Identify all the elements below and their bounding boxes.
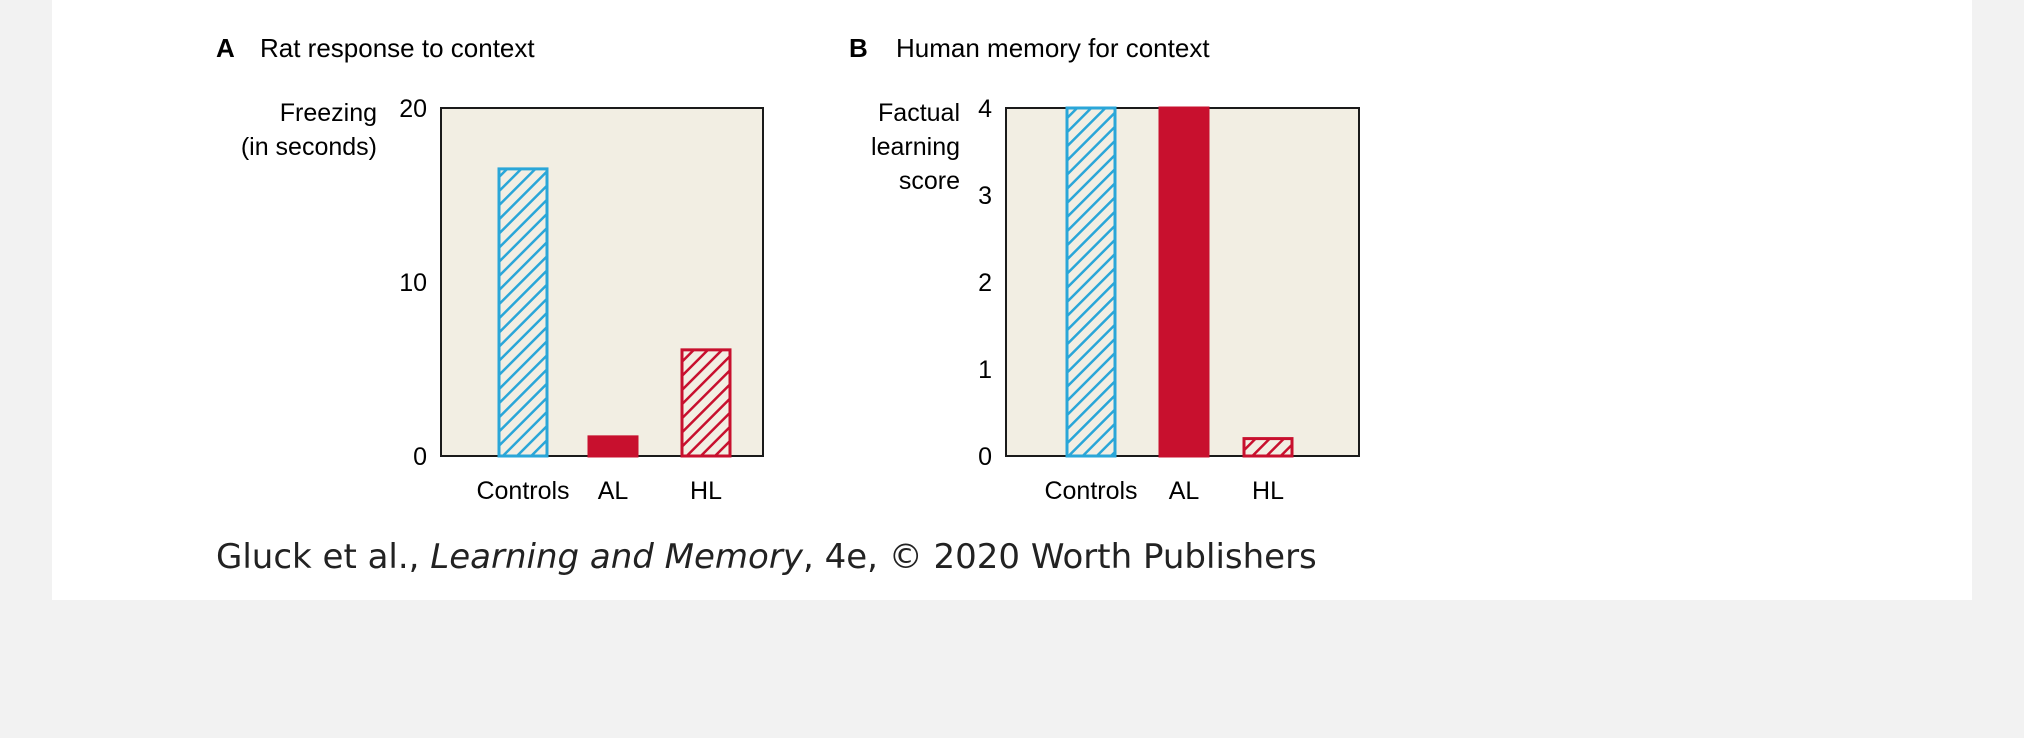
panel-a-ylabel-line-1: Freezing: [280, 99, 377, 127]
caption-book-title: Learning and Memory: [430, 537, 803, 577]
panel-b-bar-hl: [1242, 437, 1294, 458]
panel-b-y-tick-3: 3: [978, 182, 992, 210]
panel-a-y-tick-0: 0: [413, 443, 427, 471]
panel-a-category-hl: HL: [690, 477, 722, 505]
panel-b-y-ticks: 0 1 2 3 4: [978, 95, 992, 471]
panel-b-y-tick-4: 4: [978, 95, 992, 123]
panel-a-category-controls: Controls: [476, 477, 569, 505]
panel-a-bar-al: [587, 435, 639, 458]
chart-figure: A Rat response to context Freezing (in s…: [216, 33, 1360, 505]
panel-a-y-tick-10: 10: [399, 269, 427, 297]
panel-b-bar-al: [1158, 106, 1210, 458]
panel-b-category-labels: Controls AL HL: [1044, 477, 1284, 505]
caption-authors: Gluck et al.,: [216, 537, 431, 577]
figure-caption: Gluck et al., Learning and Memory, 4e, ©…: [216, 537, 1317, 577]
panel-b-title: Human memory for context: [896, 33, 1210, 63]
panel-a-bar-controls: [497, 167, 549, 458]
panel-b-category-hl: HL: [1252, 477, 1284, 505]
panel-a-category-labels: Controls AL HL: [476, 477, 722, 505]
panel-b-y-tick-0: 0: [978, 443, 992, 471]
panel-b-ylabel-line-1: Factual: [878, 99, 960, 127]
panel-b-y-tick-2: 2: [978, 269, 992, 297]
panel-b-y-tick-1: 1: [978, 356, 992, 384]
panel-b-category-controls: Controls: [1044, 477, 1137, 505]
panel-b-bar-controls: [1065, 106, 1117, 458]
panel-b-ylabel-line-3: score: [899, 167, 960, 195]
panel-a-bar-hl: [680, 348, 732, 458]
panel-a-letter: A: [216, 33, 235, 63]
panel-b-bars: [1065, 106, 1294, 458]
panel-a-y-tick-20: 20: [399, 95, 427, 123]
panel-a-title: Rat response to context: [260, 33, 535, 63]
chart-b: B Human memory for context Factual learn…: [849, 33, 1360, 505]
panel-a-bars: [497, 167, 732, 458]
panel-b-category-al: AL: [1169, 477, 1200, 505]
panel-a-category-al: AL: [598, 477, 629, 505]
panel-b-letter: B: [849, 33, 868, 63]
panel-b-ylabel-line-2: learning: [871, 133, 960, 161]
figure-panel: A Rat response to context Freezing (in s…: [52, 0, 1972, 600]
panel-a-ylabel-line-2: (in seconds): [241, 133, 377, 161]
chart-a: A Rat response to context Freezing (in s…: [216, 33, 764, 505]
caption-publisher: , 4e, © 2020 Worth Publishers: [802, 537, 1317, 577]
panel-a-y-ticks: 0 10 20: [399, 95, 427, 471]
